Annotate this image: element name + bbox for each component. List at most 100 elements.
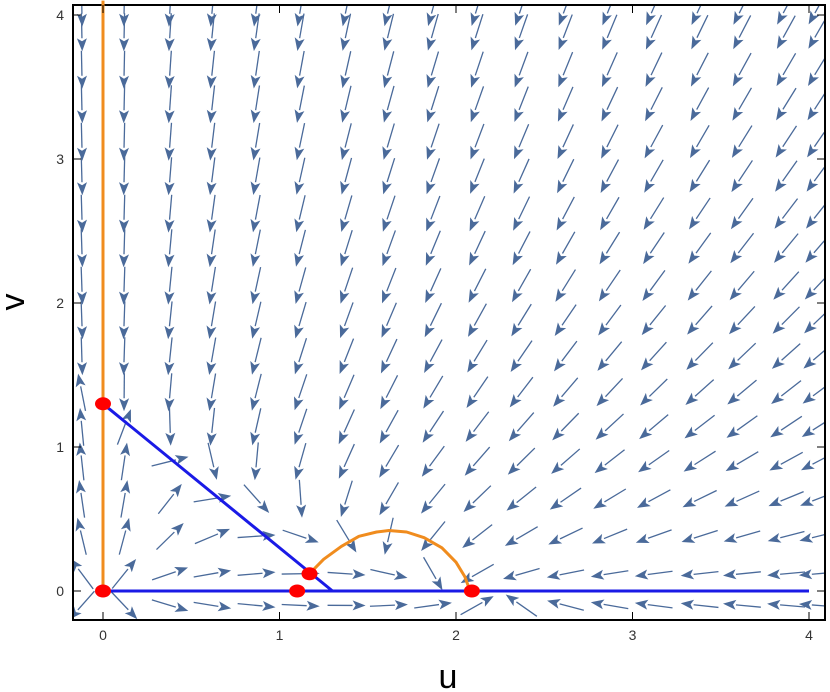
x-tick-label: 3: [629, 627, 637, 643]
field-arrow: [380, 338, 398, 374]
field-arrow: [597, 341, 623, 371]
field-arrow: [593, 488, 627, 509]
field-arrow: [426, 158, 441, 195]
field-arrow: [111, 559, 137, 589]
field-arrow: [687, 270, 712, 301]
nullclines: [101, 0, 809, 593]
field-arrow: [237, 530, 276, 541]
field-arrow: [687, 305, 713, 335]
field-arrow: [771, 343, 801, 369]
equilibrium-point: [289, 584, 306, 598]
field-arrow: [691, 6, 702, 25]
field-arrow: [640, 378, 668, 406]
y-tick-label: 3: [56, 151, 64, 167]
field-arrow: [775, 125, 798, 158]
field-arrow: [503, 567, 540, 581]
field-arrow: [74, 560, 94, 590]
field-arrow: [165, 407, 176, 446]
field-arrow: [74, 590, 95, 618]
field-arrow: [294, 442, 307, 480]
field-arrow: [340, 13, 352, 51]
field-arrow: [250, 229, 261, 267]
field-arrow: [775, 160, 798, 192]
field-arrow: [514, 51, 529, 88]
field-arrow: [294, 301, 307, 339]
field-arrow: [558, 14, 573, 50]
field-arrow: [250, 301, 262, 339]
field-arrow: [557, 86, 574, 122]
field-arrow: [512, 231, 531, 266]
field-arrow: [808, 58, 824, 86]
field-arrow: [379, 482, 400, 516]
field-arrow: [156, 523, 184, 551]
field-arrow: [382, 123, 395, 160]
nullcline-curve: [308, 529, 472, 592]
field-arrow: [469, 230, 486, 266]
field-arrow: [164, 373, 175, 412]
field-arrow: [551, 448, 581, 474]
field-arrow: [164, 50, 175, 89]
field-arrow: [119, 229, 129, 268]
field-arrow: [600, 159, 620, 193]
field-arrow: [460, 563, 495, 584]
x-tick-label: 1: [276, 627, 284, 643]
field-arrow: [468, 303, 487, 337]
field-arrow: [686, 342, 714, 370]
field-arrow: [505, 594, 538, 617]
field-arrow: [460, 596, 494, 616]
field-arrow: [642, 270, 666, 301]
field-arrow: [725, 451, 759, 472]
field-arrow: [806, 204, 824, 229]
field-arrow: [193, 601, 232, 612]
field-arrow: [120, 442, 130, 481]
field-arrow: [690, 124, 710, 159]
equilibrium-point: [95, 584, 111, 598]
field-arrow: [164, 266, 175, 305]
field-arrow: [731, 160, 753, 193]
field-arrow: [466, 376, 489, 408]
field-arrow: [119, 194, 129, 233]
field-arrow: [340, 51, 352, 89]
field-arrow: [206, 85, 217, 124]
y-tick-label: 4: [56, 7, 64, 23]
field-arrow: [590, 569, 629, 580]
field-arrow: [511, 303, 532, 337]
field-arrow: [732, 87, 753, 121]
field-arrow: [77, 85, 87, 124]
field-arrow: [806, 166, 824, 192]
field-arrow: [554, 304, 577, 336]
field-arrow: [549, 487, 582, 510]
field-arrow: [507, 447, 536, 475]
field-arrow: [470, 123, 485, 160]
field-arrow: [684, 414, 716, 439]
field-arrow: [803, 350, 824, 369]
field-arrow: [294, 195, 306, 233]
field-arrow: [294, 267, 307, 304]
field-arrow: [639, 414, 669, 440]
field-arrow: [680, 569, 719, 580]
field-arrow: [338, 443, 355, 479]
field-arrow: [296, 479, 307, 518]
field-arrow: [808, 20, 824, 49]
field-arrow: [690, 52, 709, 87]
field-arrow: [688, 232, 712, 264]
field-arrow: [556, 231, 576, 265]
field-arrow: [772, 306, 800, 334]
field-arrow: [724, 490, 760, 507]
field-arrow: [119, 85, 129, 124]
axis-ticks: 0 1 2 3 4 0 1 2 3 4: [56, 5, 825, 643]
field-arrow: [421, 483, 446, 514]
field-arrow: [681, 529, 718, 543]
field-arrow: [119, 266, 129, 305]
field-arrow: [379, 444, 400, 478]
field-arrow: [689, 197, 711, 230]
field-arrow: [119, 6, 130, 27]
field-arrow: [509, 376, 534, 408]
field-arrow: [206, 50, 217, 89]
field-arrow: [689, 159, 711, 193]
field-arrow: [690, 87, 710, 121]
field-arrow: [206, 157, 217, 196]
field-arrow: [294, 85, 305, 123]
field-arrow: [77, 337, 87, 376]
field-arrow: [294, 13, 305, 51]
